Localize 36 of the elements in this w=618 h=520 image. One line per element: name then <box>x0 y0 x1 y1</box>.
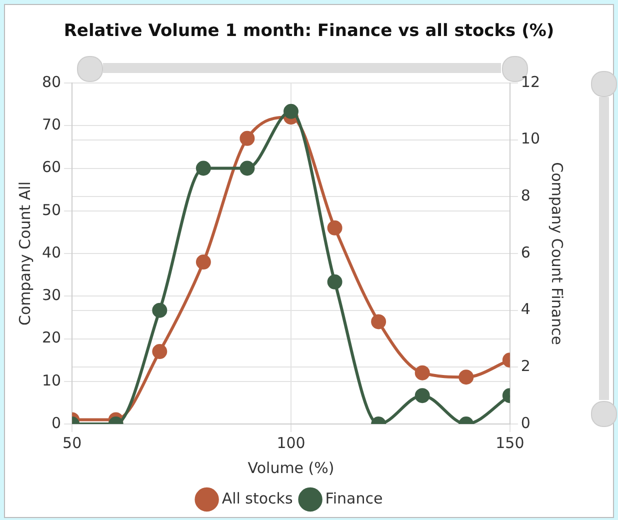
y2-tick-label: 4 <box>520 300 530 318</box>
legend-label: All stocks <box>222 489 293 508</box>
legend-label: Finance <box>325 489 383 508</box>
y-tick-label: 70 <box>42 116 62 134</box>
x-axis-title: Volume (%) <box>248 458 334 477</box>
y-tick-label: 30 <box>42 286 62 304</box>
point <box>152 344 168 360</box>
x-tick-label: 100 <box>276 434 306 452</box>
y-tick-label: 60 <box>42 158 62 176</box>
point <box>371 314 386 330</box>
y2-tick-label: 2 <box>520 357 530 376</box>
point <box>240 160 255 176</box>
y-tick-label: 40 <box>42 243 62 262</box>
y2-tick-label: 10 <box>520 130 540 148</box>
chart-title: Relative Volume 1 month: Finance vs all stocks (%) <box>62 21 556 41</box>
point <box>327 274 342 290</box>
y-axis-title: Company Count All <box>16 181 34 326</box>
x-tick-label: 150 <box>496 434 524 452</box>
point <box>414 365 430 380</box>
y-tick-label: 0 <box>52 414 62 432</box>
y2-axis-title: Company Count Finance <box>548 162 566 345</box>
y2-tick-label: 6 <box>520 243 530 262</box>
y2-tick-label: 0 <box>520 414 530 432</box>
point <box>196 254 211 270</box>
y-tick-label: 20 <box>42 328 62 347</box>
point <box>458 370 474 385</box>
point <box>196 160 211 176</box>
point <box>240 130 255 146</box>
y2-tick-label: 8 <box>520 186 530 205</box>
y-tick-label: 10 <box>42 371 62 390</box>
y2-tick-label: 12 <box>520 72 540 91</box>
point <box>284 104 298 119</box>
y-tick-label: 80 <box>42 72 62 91</box>
x-tick-label: 50 <box>62 434 82 452</box>
point <box>327 220 342 236</box>
y-tick-label: 50 <box>42 200 62 219</box>
